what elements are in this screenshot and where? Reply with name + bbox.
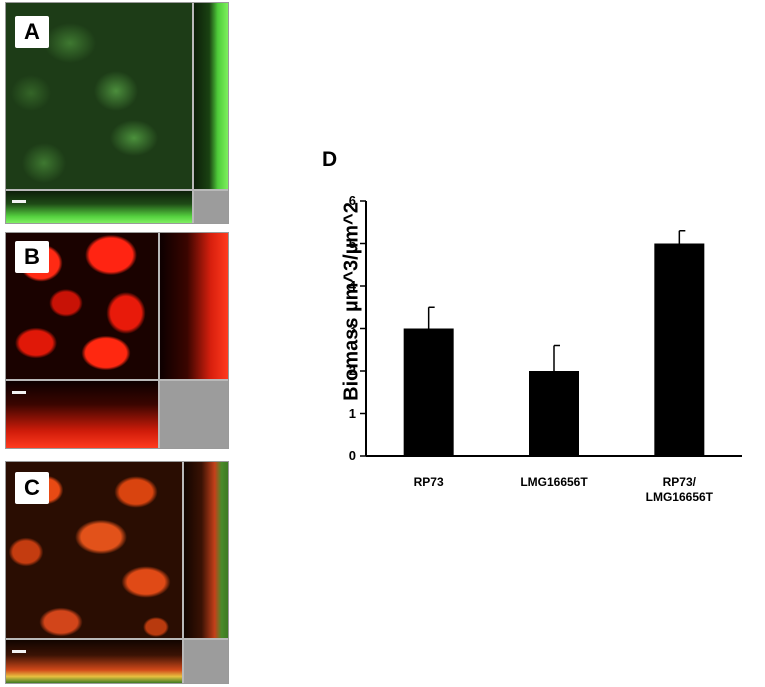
x-tick-label: LMG16656T bbox=[520, 475, 588, 489]
x-tick-label: RP73/ LMG16656T bbox=[645, 475, 713, 504]
panel-c-divider-h bbox=[6, 638, 228, 640]
panel-a-divider-v bbox=[192, 3, 194, 223]
bar bbox=[403, 328, 454, 456]
y-tick-label: 1 bbox=[348, 405, 356, 421]
panel-c-xz-section bbox=[6, 640, 182, 683]
y-tick-label: 5 bbox=[348, 235, 356, 251]
y-tick-label: 2 bbox=[348, 363, 356, 378]
confocal-panel-b: B bbox=[5, 232, 229, 449]
confocal-panel-a: A bbox=[5, 2, 229, 224]
panel-a-divider-h bbox=[6, 189, 228, 191]
bar bbox=[529, 371, 579, 456]
x-tick-label: RP73 bbox=[413, 475, 444, 489]
panel-b-yz-section bbox=[160, 233, 228, 379]
panel-c-yz-section bbox=[184, 462, 228, 638]
y-tick-label: 3 bbox=[348, 320, 356, 336]
panel-b-label: B bbox=[15, 241, 49, 273]
panel-c-divider-v bbox=[182, 462, 184, 683]
panel-c-corner bbox=[184, 640, 228, 683]
panel-a-scale-bar bbox=[12, 200, 26, 203]
panel-b-corner bbox=[160, 381, 228, 448]
confocal-panel-c: C bbox=[5, 461, 229, 684]
panel-b-divider-h bbox=[6, 379, 228, 381]
panel-b-xz-section bbox=[6, 381, 158, 448]
panel-c-scale-bar bbox=[12, 650, 26, 653]
panel-a-yz-section bbox=[194, 3, 228, 189]
panel-a-label: A bbox=[15, 16, 49, 48]
bar bbox=[654, 243, 705, 456]
panel-c-label: C bbox=[15, 472, 49, 504]
y-tick-label: 4 bbox=[348, 278, 356, 293]
panel-b-scale-bar bbox=[12, 391, 26, 394]
panel-a-xz-section bbox=[6, 191, 192, 223]
panel-a-corner bbox=[194, 191, 228, 223]
panel-b-divider-v bbox=[158, 233, 160, 448]
y-tick-label: 0 bbox=[348, 448, 356, 463]
panel-d-label: D bbox=[322, 148, 338, 171]
y-tick-label: 6 bbox=[348, 193, 356, 208]
